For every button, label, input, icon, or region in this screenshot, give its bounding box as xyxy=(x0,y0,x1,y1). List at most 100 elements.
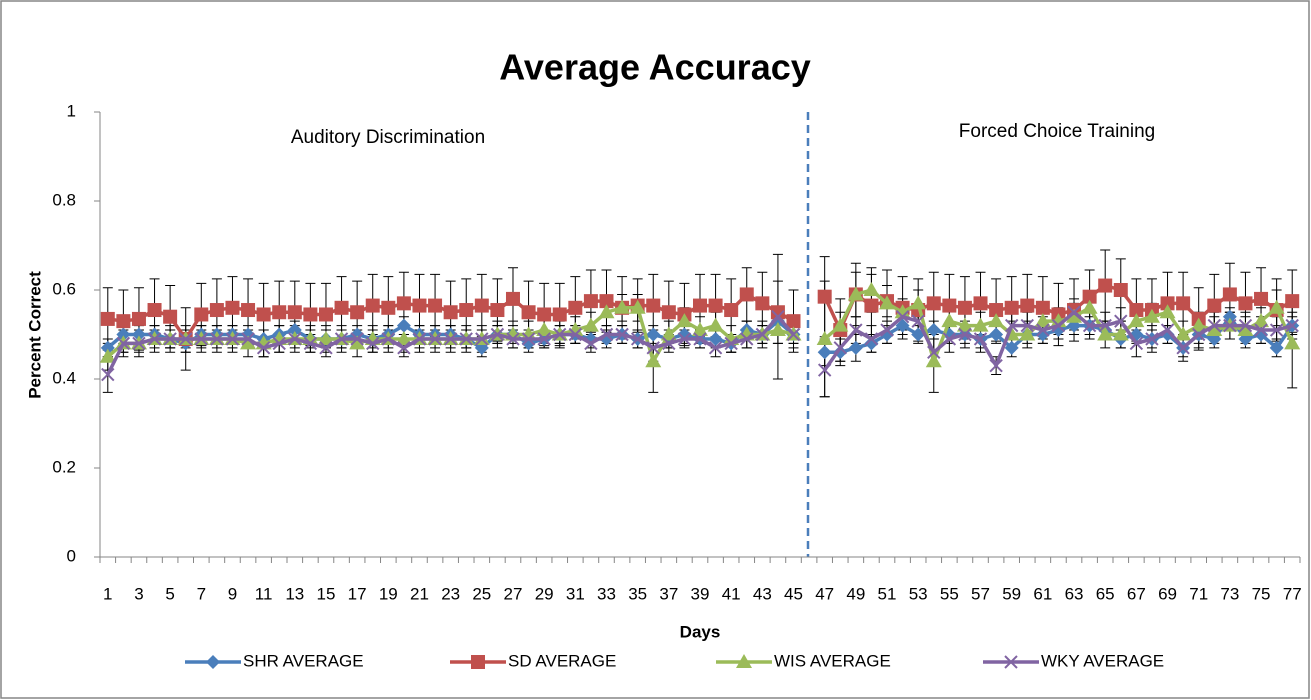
legend-marker xyxy=(471,655,485,669)
x-tick-label: 13 xyxy=(285,584,304,603)
data-point xyxy=(1098,318,1112,333)
x-tick-label: 7 xyxy=(197,584,206,603)
data-point xyxy=(506,332,520,346)
data-point xyxy=(957,300,972,315)
legend-marker xyxy=(206,655,220,669)
data-point xyxy=(956,317,973,332)
data-point xyxy=(661,305,676,320)
data-point xyxy=(194,307,209,322)
data-point xyxy=(1160,323,1175,337)
data-point xyxy=(1129,336,1144,351)
x-tick-label: 69 xyxy=(1158,584,1177,603)
data-point xyxy=(116,336,131,351)
data-point xyxy=(660,326,677,341)
data-point xyxy=(1082,318,1097,333)
data-point xyxy=(147,332,162,346)
data-point xyxy=(459,332,473,346)
y-tick-label: 0.6 xyxy=(52,279,76,298)
data-point xyxy=(629,299,646,314)
data-point xyxy=(739,287,754,302)
data-point xyxy=(676,313,693,328)
x-tick-label: 67 xyxy=(1127,584,1146,603)
data-point xyxy=(646,341,660,355)
data-point xyxy=(101,367,115,382)
data-point xyxy=(1238,318,1253,333)
data-point xyxy=(1081,299,1098,314)
data-point xyxy=(693,332,707,346)
data-point xyxy=(381,332,396,346)
legend-label: SHR AVERAGE xyxy=(243,651,364,670)
data-point xyxy=(1098,278,1113,293)
data-point xyxy=(879,295,896,310)
x-tick-label: 77 xyxy=(1283,584,1302,603)
data-point xyxy=(598,304,615,319)
data-point xyxy=(536,322,553,337)
data-point xyxy=(1285,318,1299,333)
data-point xyxy=(724,303,739,318)
data-point xyxy=(350,332,364,346)
data-point xyxy=(582,317,599,332)
data-point xyxy=(880,323,894,337)
data-point xyxy=(1036,323,1050,337)
x-tick-label: 75 xyxy=(1252,584,1271,603)
data-point xyxy=(849,323,863,337)
data-point xyxy=(724,336,738,351)
data-point xyxy=(1034,313,1051,328)
data-point xyxy=(1114,314,1128,328)
x-tick-label: 33 xyxy=(597,584,616,603)
data-point xyxy=(988,313,1005,328)
data-point xyxy=(1222,287,1237,302)
data-point xyxy=(926,296,941,311)
x-tick-label: 71 xyxy=(1189,584,1208,603)
data-point xyxy=(553,327,567,342)
data-point xyxy=(864,298,879,313)
data-point xyxy=(303,336,318,351)
data-point xyxy=(1004,318,1019,333)
data-point xyxy=(1160,296,1175,311)
data-point xyxy=(1175,326,1192,341)
data-point xyxy=(817,363,832,377)
data-point xyxy=(381,300,396,315)
data-point xyxy=(475,332,489,346)
x-tick-label: 73 xyxy=(1220,584,1239,603)
data-point xyxy=(755,327,770,342)
data-point xyxy=(272,305,287,320)
data-point xyxy=(584,336,598,351)
data-point xyxy=(287,323,302,338)
data-point xyxy=(1128,313,1145,328)
data-point xyxy=(925,353,942,368)
y-tick-label: 1 xyxy=(67,101,76,120)
data-point xyxy=(396,296,411,311)
x-tick-label: 37 xyxy=(659,584,678,603)
data-point xyxy=(132,336,146,351)
data-point xyxy=(599,294,614,309)
data-point xyxy=(131,327,146,342)
data-point xyxy=(1206,322,1223,337)
data-point xyxy=(894,304,911,319)
data-point xyxy=(241,332,255,346)
data-point xyxy=(1129,303,1144,318)
data-point xyxy=(771,309,785,324)
data-point xyxy=(1143,308,1160,323)
data-point xyxy=(334,332,349,346)
legend-label: SD AVERAGE xyxy=(508,651,616,670)
data-point xyxy=(365,298,380,313)
x-tick-label: 35 xyxy=(628,584,647,603)
data-point xyxy=(350,305,365,320)
data-point xyxy=(677,332,692,346)
annotation: Forced Choice Training xyxy=(959,121,1155,142)
data-point xyxy=(786,327,801,342)
data-point xyxy=(1238,296,1253,311)
x-tick-label: 61 xyxy=(1033,584,1052,603)
data-point xyxy=(989,327,1004,342)
x-tick-label: 9 xyxy=(228,584,237,603)
data-point xyxy=(1191,327,1206,342)
x-tick-label: 27 xyxy=(504,584,523,603)
data-point xyxy=(163,309,178,324)
data-point xyxy=(521,305,536,320)
y-tick-label: 0.4 xyxy=(52,368,76,387)
x-tick-label: 55 xyxy=(940,584,959,603)
data-point xyxy=(474,298,489,313)
data-point xyxy=(926,323,941,338)
x-tick-label: 51 xyxy=(878,584,897,603)
